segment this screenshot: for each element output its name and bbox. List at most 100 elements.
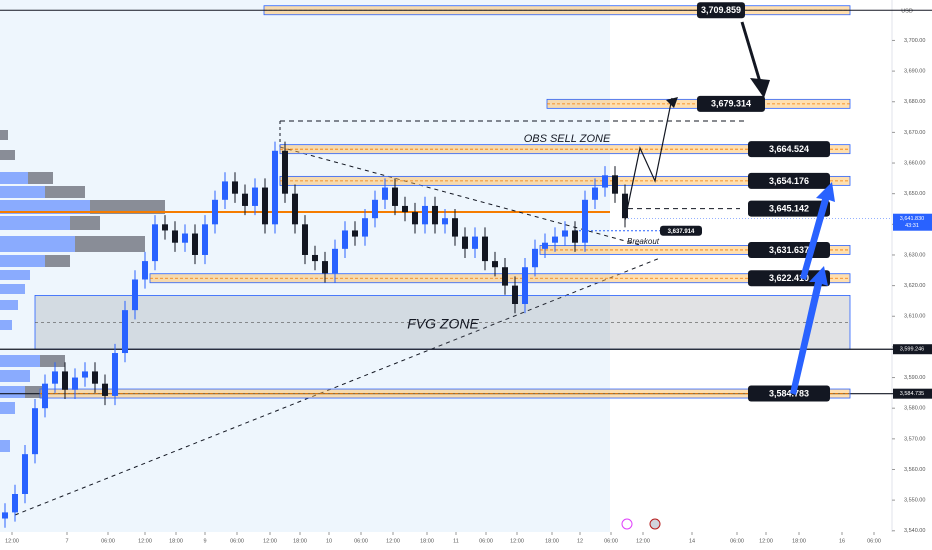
candle-body xyxy=(312,254,318,262)
y-tick-label: 3,590.00 xyxy=(904,375,925,381)
candle-body xyxy=(132,279,138,311)
candle-body xyxy=(72,377,78,390)
y-tick-label: 3,550.00 xyxy=(904,498,925,504)
candle-body xyxy=(52,371,58,384)
candle-body xyxy=(602,175,608,188)
range-highlight xyxy=(0,0,610,532)
x-tick-label: 06:00 xyxy=(354,538,368,544)
candle-body xyxy=(112,353,118,396)
x-tick-label: 7 xyxy=(65,538,68,544)
x-tick-label: 12:00 xyxy=(138,538,152,544)
candle-body xyxy=(282,150,288,194)
x-tick-label: 11 xyxy=(453,538,459,544)
x-tick-label: 12:00 xyxy=(759,538,773,544)
level-label: 3,664.524 xyxy=(769,144,809,154)
candle-body xyxy=(272,150,278,225)
level-label: 3,622.410 xyxy=(769,273,809,283)
countdown: 43:31 xyxy=(905,223,919,229)
x-tick-label: 06:00 xyxy=(730,538,744,544)
candle-body xyxy=(82,371,88,378)
y-tick-label: 3,670.00 xyxy=(904,130,925,136)
price-marker-label: 3,584.735 xyxy=(900,391,924,397)
breakout-label: Breakout xyxy=(627,237,660,246)
x-tick-label: 12 xyxy=(577,538,583,544)
level-label: 3,679.314 xyxy=(711,99,751,109)
candle-body xyxy=(252,187,258,206)
x-tick-label: 18:00 xyxy=(545,538,559,544)
arrow-head xyxy=(666,97,678,108)
event-icon[interactable] xyxy=(621,518,633,530)
candle-body xyxy=(522,267,528,304)
candle-body xyxy=(262,187,268,225)
event-icon[interactable] xyxy=(649,518,661,530)
level-box xyxy=(697,95,765,112)
price-marker xyxy=(893,344,932,355)
candle-body xyxy=(372,199,378,219)
candle-body xyxy=(32,408,38,455)
candle-body xyxy=(2,512,8,519)
y-tick-label: 3,610.00 xyxy=(904,314,925,320)
candle-body xyxy=(542,242,548,249)
candle-body xyxy=(462,236,468,249)
level-box xyxy=(660,225,702,236)
x-tick-label: 06:00 xyxy=(230,538,244,544)
currency: USD xyxy=(901,8,913,14)
trendline xyxy=(14,257,661,516)
x-tick-label: 18:00 xyxy=(293,538,307,544)
buy-arrow xyxy=(790,266,828,395)
candle-body xyxy=(572,230,578,243)
candle-body xyxy=(12,494,18,513)
y-tick-label: 3,580.00 xyxy=(904,406,925,412)
candle-body xyxy=(62,371,68,390)
x-tick-label: 06:00 xyxy=(101,538,115,544)
candle-body xyxy=(422,205,428,225)
y-tick-label: 3,690.00 xyxy=(904,69,925,75)
candle-body xyxy=(222,181,228,200)
candle-body xyxy=(492,261,498,268)
candle-body xyxy=(352,230,358,237)
volume-profile xyxy=(0,130,165,452)
candle-body xyxy=(622,193,628,219)
level-box xyxy=(748,200,830,217)
candle-body xyxy=(42,383,48,409)
candle-body xyxy=(212,199,218,225)
x-tick-label: 10 xyxy=(326,538,332,544)
x-tick-label: 14 xyxy=(689,538,695,544)
level-box xyxy=(748,172,830,189)
candle-body xyxy=(22,454,28,494)
candle-body xyxy=(392,187,398,206)
candle-body xyxy=(532,248,538,268)
y-tick-label: 3,540.00 xyxy=(904,528,925,534)
x-tick-label: 06:00 xyxy=(604,538,618,544)
level-label: 3,654.176 xyxy=(769,176,809,186)
candle-body xyxy=(292,193,298,225)
candle-body xyxy=(202,224,208,255)
x-tick-label: 16 xyxy=(839,538,845,544)
fvg-label: FVG ZONE xyxy=(407,316,479,332)
candle-body xyxy=(552,236,558,243)
y-tick-label: 3,660.00 xyxy=(904,160,925,166)
candle-body xyxy=(412,212,418,225)
x-tick-label: 12:00 xyxy=(510,538,524,544)
candle-body xyxy=(472,236,478,249)
x-tick-label: 12:00 xyxy=(263,538,277,544)
candle-body xyxy=(432,205,438,225)
candle-body xyxy=(322,261,328,274)
candle-body xyxy=(192,233,198,255)
candle-body xyxy=(162,224,168,231)
obs-label: OBS SELL ZONE xyxy=(524,133,611,145)
level-box xyxy=(748,270,830,287)
candle-body xyxy=(232,181,238,194)
trendline xyxy=(279,146,641,246)
x-tick-label: 12:00 xyxy=(386,538,400,544)
candle-body xyxy=(302,224,308,255)
candle-body xyxy=(452,218,458,237)
candle-body xyxy=(152,224,158,262)
level-label: 3,584.783 xyxy=(769,388,809,398)
x-tick-label: 12:00 xyxy=(5,538,19,544)
candle-body xyxy=(382,187,388,200)
level-label: 3,637.914 xyxy=(668,229,695,235)
candle-body xyxy=(362,218,368,237)
candle-body xyxy=(182,233,188,243)
